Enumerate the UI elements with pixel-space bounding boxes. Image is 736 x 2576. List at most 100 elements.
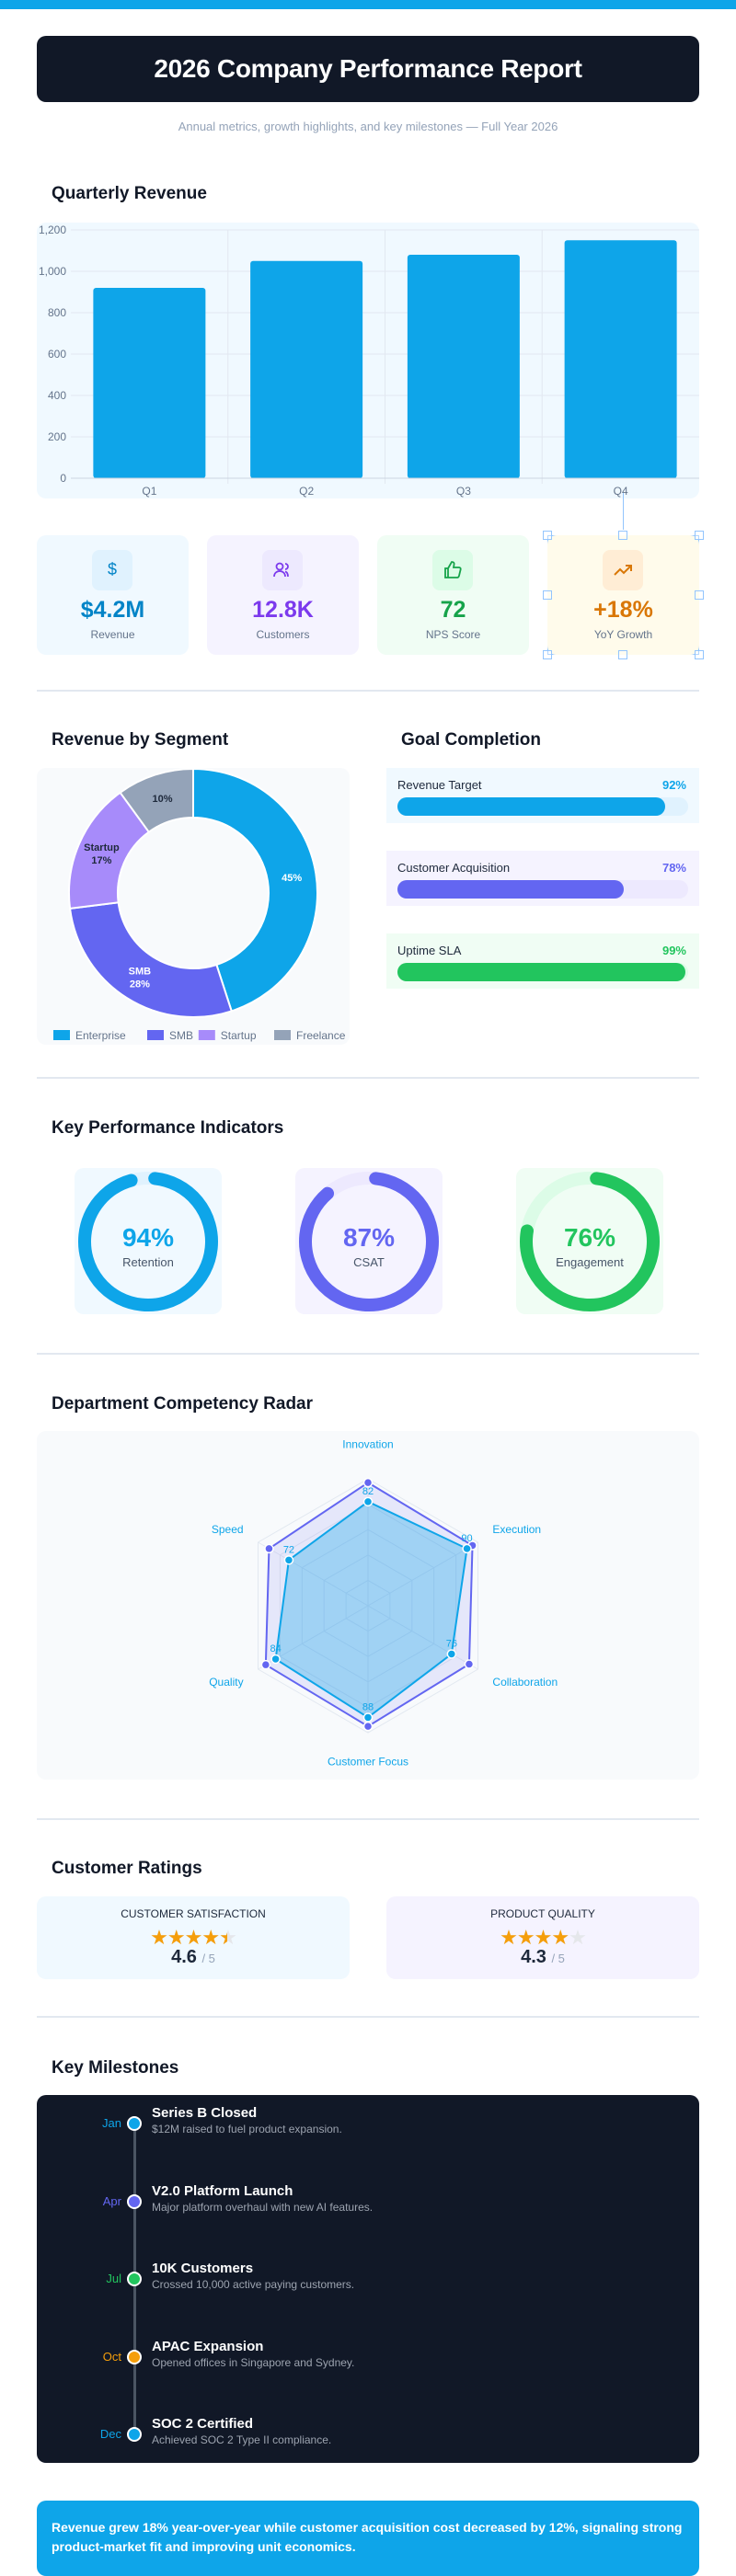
- stat-card[interactable]: 12.8K Customers: [207, 535, 359, 655]
- resize-handle[interactable]: [618, 650, 627, 659]
- star-icon: ★★: [569, 1926, 587, 1949]
- milestone-desc: $12M raised to fuel product expansion.: [152, 2123, 342, 2135]
- y-tick-label: 400: [48, 389, 66, 402]
- milestone-item: Oct APAC Expansion Opened offices in Singa…: [37, 2339, 699, 2394]
- rating-title: CUSTOMER SATISFACTION: [121, 1907, 266, 1920]
- bar-q4: [564, 240, 677, 478]
- star-icon: ★★: [534, 1926, 553, 1949]
- stat-value: +18%: [593, 597, 653, 623]
- stat-value: $4.2M: [80, 597, 145, 623]
- resize-handle[interactable]: [543, 590, 552, 600]
- donut-label: Startup 17%: [84, 842, 120, 866]
- stat-value: 12.8K: [252, 597, 314, 623]
- radar-point: [264, 1543, 274, 1554]
- progress-bar: [397, 797, 688, 816]
- kpi-label: Engagement: [556, 1255, 624, 1269]
- radar-point: [464, 1659, 475, 1669]
- radar-axis-label: Collaboration: [492, 1676, 558, 1689]
- y-tick-label: 200: [48, 430, 66, 443]
- ring-progress: [78, 1172, 218, 1311]
- section-title-goals: Goal Completion: [401, 730, 541, 750]
- radar-axis-label: Speed: [212, 1523, 244, 1536]
- users-icon: [262, 550, 303, 590]
- rating-score: 4.6: [171, 1947, 197, 1967]
- resize-handle[interactable]: [695, 590, 704, 600]
- thumbs-up-icon: [432, 550, 473, 590]
- star-icon: ★★: [150, 1926, 168, 1949]
- resize-handle[interactable]: [695, 650, 704, 659]
- donut-label: 10%: [152, 794, 172, 805]
- resize-handle[interactable]: [695, 531, 704, 540]
- radar-spoke: [367, 1605, 478, 1670]
- progress-fill: [397, 797, 665, 816]
- milestone-title: Series B Closed: [152, 2105, 258, 2121]
- milestone-desc: Opened offices in Singapore and Sydney.: [152, 2355, 355, 2369]
- progress-fill: [397, 963, 685, 981]
- milestone-month: Dec: [99, 2427, 121, 2441]
- legend-swatch: [274, 1030, 291, 1040]
- stat-card[interactable]: 72 NPS Score: [377, 535, 529, 655]
- goal-label: Revenue Target: [397, 778, 482, 792]
- donut-label: SMB 28%: [129, 967, 152, 990]
- divider: [37, 1818, 699, 1820]
- x-tick-label: Q3: [456, 485, 471, 498]
- legend-swatch: [198, 1030, 215, 1040]
- kpi-card: 94% Retention: [75, 1168, 222, 1314]
- radar-point: [462, 1543, 472, 1554]
- star-rating: ★★★★★★★★★★: [386, 1926, 699, 1950]
- radar-value-label: 88: [362, 1701, 374, 1712]
- rating-max: / 5: [201, 1952, 215, 1965]
- top-accent-bar: [0, 0, 736, 9]
- resize-handle[interactable]: [543, 650, 552, 659]
- milestone-item: Dec SOC 2 Certified Achieved SOC 2 Type II…: [37, 2416, 699, 2471]
- progress-fill: [397, 880, 625, 899]
- legend-label: Startup: [221, 1029, 257, 1042]
- goal-percent: 92%: [661, 778, 686, 792]
- milestone-month: Oct: [102, 2349, 121, 2364]
- summary-callout: Revenue grew 18% year-over-year while cu…: [37, 2501, 699, 2576]
- star-icon: ★★: [201, 1926, 220, 1949]
- stat-card[interactable]: $ $4.2M Revenue: [37, 535, 189, 655]
- donut-chart: 45%SMB 28%Startup 17%10%Enterprise SMB Start…: [53, 768, 346, 1042]
- kpi-value: 76%: [563, 1223, 616, 1252]
- kpi-value: 87%: [342, 1223, 396, 1252]
- report-header: 2026 Company Performance Report: [37, 36, 699, 102]
- star-icon: ★★: [219, 1926, 237, 1949]
- stat-label: Customers: [256, 628, 310, 641]
- donut-label-line: SMB: [129, 967, 152, 978]
- kpi-label: CSAT: [353, 1255, 385, 1269]
- radar-axis-label: Quality: [209, 1676, 243, 1689]
- y-tick-label: 1,000: [39, 265, 66, 278]
- star-icon: ★★: [184, 1926, 203, 1949]
- rating-card: CUSTOMER SATISFACTION★★★★★★★★★★4.6 / 5: [37, 1896, 350, 1979]
- kpi-ring: [78, 1172, 218, 1311]
- milestone-item: Jan Series B Closed $12M raised to fuel pr…: [37, 2105, 699, 2160]
- resize-handle[interactable]: [618, 531, 627, 540]
- donut-label-line: Startup: [84, 842, 120, 853]
- radar-point: [283, 1555, 294, 1565]
- radar-value-label: 84: [270, 1643, 281, 1654]
- section-title-kpi: Key Performance Indicators: [52, 1118, 284, 1138]
- legend-label: SMB: [169, 1029, 193, 1042]
- page-title: 2026 Company Performance Report: [154, 54, 582, 83]
- radar-value-label: 82: [362, 1486, 374, 1497]
- divider: [37, 2016, 699, 2018]
- legend-swatch: [147, 1030, 164, 1040]
- radar-point: [362, 1721, 374, 1732]
- section-title-segment: Revenue by Segment: [52, 730, 229, 750]
- radar-spoke: [258, 1541, 369, 1607]
- milestone-title: V2.0 Platform Launch: [152, 2182, 293, 2199]
- donut-slice-enterprise: [192, 768, 318, 1013]
- goal-card: Customer Acquisition 78%: [386, 851, 699, 906]
- milestone-item: Apr V2.0 Platform Launch Major platform ov…: [37, 2183, 699, 2238]
- star-icon: ★★: [500, 1926, 518, 1949]
- rating-max: / 5: [551, 1952, 565, 1965]
- bar-q2: [250, 260, 363, 478]
- resize-handle[interactable]: [543, 531, 552, 540]
- milestone-dot: [127, 2272, 142, 2286]
- goal-card: Revenue Target 92%: [386, 768, 699, 823]
- milestone-dot: [127, 2116, 142, 2131]
- radar-point: [446, 1649, 457, 1659]
- donut-label-line: 28%: [130, 979, 150, 990]
- stat-card[interactable]: +18% YoY Growth: [547, 535, 699, 655]
